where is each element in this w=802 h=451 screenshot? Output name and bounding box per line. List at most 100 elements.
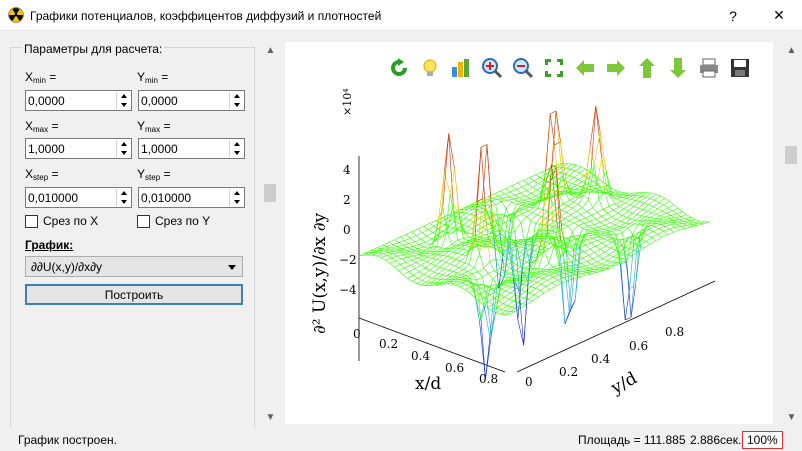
ymax-input[interactable]: [141, 140, 229, 157]
chart-icon[interactable]: [447, 54, 474, 82]
mesh-line: [530, 286, 536, 289]
lightbulb-icon[interactable]: [416, 54, 443, 82]
ymin-spinbox[interactable]: [138, 90, 245, 111]
build-button[interactable]: Построить: [25, 284, 243, 305]
mesh-line: [563, 255, 570, 313]
ystep-spinbox[interactable]: [138, 187, 245, 208]
mesh-line: [610, 243, 617, 249]
arrow-left-icon[interactable]: [571, 54, 598, 82]
mesh-line: [447, 227, 454, 234]
mesh-line: [516, 203, 521, 206]
spin-down-icon[interactable]: [230, 149, 243, 157]
scrollbar-thumb[interactable]: [264, 184, 276, 202]
mesh-line: [558, 246, 564, 249]
spin-down-icon[interactable]: [117, 101, 130, 109]
xmax-input[interactable]: [28, 140, 116, 157]
mesh-line: [519, 277, 526, 281]
spin-up-icon[interactable]: [117, 140, 130, 148]
spin-down-icon[interactable]: [117, 198, 130, 206]
mesh-line: [669, 218, 674, 221]
mesh-line: [579, 247, 585, 252]
mesh-line: [420, 238, 426, 243]
plot-area[interactable]: ×10⁴ ∂² U(x,y)/∂x ∂y x/d y/d 4 2 0 −2 −4…: [285, 42, 773, 424]
mesh-line: [501, 213, 507, 217]
mesh-line: [538, 183, 543, 187]
mesh-line: [514, 289, 521, 295]
xmin-input[interactable]: [28, 92, 116, 109]
xmax-spin-arrows[interactable]: [116, 140, 130, 157]
scroll-down-icon[interactable]: ▼: [265, 411, 276, 423]
mesh-line: [525, 274, 532, 278]
mesh-line: [583, 267, 590, 270]
xstep-spinbox[interactable]: [25, 187, 132, 208]
mesh-line: [539, 245, 545, 248]
ymax-spin-arrows[interactable]: [229, 140, 243, 157]
spin-up-icon[interactable]: [230, 92, 243, 100]
mesh-line: [526, 256, 533, 263]
fit-icon[interactable]: [540, 54, 567, 82]
xmax-spinbox[interactable]: [25, 138, 132, 159]
mesh-line: [523, 208, 529, 212]
ystep-spin-arrows[interactable]: [229, 189, 243, 206]
mesh-line: [442, 226, 449, 232]
mesh-line: [522, 186, 527, 191]
ymin-spin-arrows[interactable]: [229, 92, 243, 109]
close-button[interactable]: ✕: [773, 7, 785, 23]
print-icon[interactable]: [695, 54, 722, 82]
mesh-line: [522, 259, 527, 263]
mesh-line: [504, 219, 511, 223]
mesh-line: [632, 232, 639, 237]
checkbox-box[interactable]: [137, 214, 150, 228]
refresh-icon[interactable]: [385, 54, 412, 82]
scrollbar-thumb[interactable]: [785, 146, 797, 164]
spin-up-icon[interactable]: [117, 92, 130, 100]
xstep-spin-arrows[interactable]: [116, 189, 130, 206]
scroll-up-icon[interactable]: ▲: [786, 44, 797, 56]
mesh-line: [502, 216, 508, 255]
spin-down-icon[interactable]: [230, 198, 243, 206]
arrow-up-icon[interactable]: [633, 54, 660, 82]
scroll-down-icon[interactable]: ▼: [786, 411, 797, 423]
spin-up-icon[interactable]: [117, 189, 130, 197]
mesh-line: [648, 229, 654, 232]
mesh-line: [567, 268, 573, 271]
ystep-label: Ystep =: [137, 167, 171, 182]
spin-up-icon[interactable]: [230, 189, 243, 197]
arrow-down-icon[interactable]: [664, 54, 691, 82]
zoom-in-icon[interactable]: [478, 54, 505, 82]
xstep-input[interactable]: [28, 189, 116, 206]
mesh-line: [447, 255, 452, 258]
xmin-spinbox[interactable]: [25, 90, 132, 111]
surface-plot[interactable]: ×10⁴ ∂² U(x,y)/∂x ∂y x/d y/d 4 2 0 −2 −4…: [285, 86, 773, 424]
ystep-input[interactable]: [141, 189, 229, 206]
xmin-spin-arrows[interactable]: [116, 92, 130, 109]
mesh-line: [557, 277, 564, 281]
mesh-line: [517, 179, 524, 184]
spin-down-icon[interactable]: [230, 101, 243, 109]
right-scrollbar[interactable]: ▲ ▼: [783, 42, 800, 425]
chevron-down-icon[interactable]: [228, 265, 236, 270]
spin-down-icon[interactable]: [117, 149, 130, 157]
spin-up-icon[interactable]: [230, 140, 243, 148]
mesh-line: [504, 193, 510, 197]
mesh-line: [432, 232, 438, 236]
cut-x-checkbox[interactable]: Срез по X: [25, 214, 98, 228]
cut-y-checkbox[interactable]: Срез по Y: [137, 214, 210, 228]
mesh-line: [641, 210, 648, 216]
scroll-up-icon[interactable]: ▲: [265, 44, 276, 56]
mesh-line: [497, 303, 504, 308]
help-button[interactable]: ?: [729, 7, 737, 24]
mesh-line: [676, 211, 683, 215]
save-icon[interactable]: [726, 54, 753, 82]
mesh-line: [595, 218, 601, 223]
ymax-spinbox[interactable]: [138, 138, 245, 159]
mesh-line: [500, 313, 505, 315]
mesh-line: [573, 220, 580, 224]
left-scrollbar[interactable]: ▲ ▼: [262, 42, 279, 425]
graph-type-select[interactable]: ∂∂U(x,y)/∂x∂y: [25, 256, 243, 277]
mesh-line: [467, 226, 473, 229]
zoom-out-icon[interactable]: [509, 54, 536, 82]
checkbox-box[interactable]: [25, 214, 38, 228]
arrow-right-icon[interactable]: [602, 54, 629, 82]
ymin-input[interactable]: [141, 92, 229, 109]
